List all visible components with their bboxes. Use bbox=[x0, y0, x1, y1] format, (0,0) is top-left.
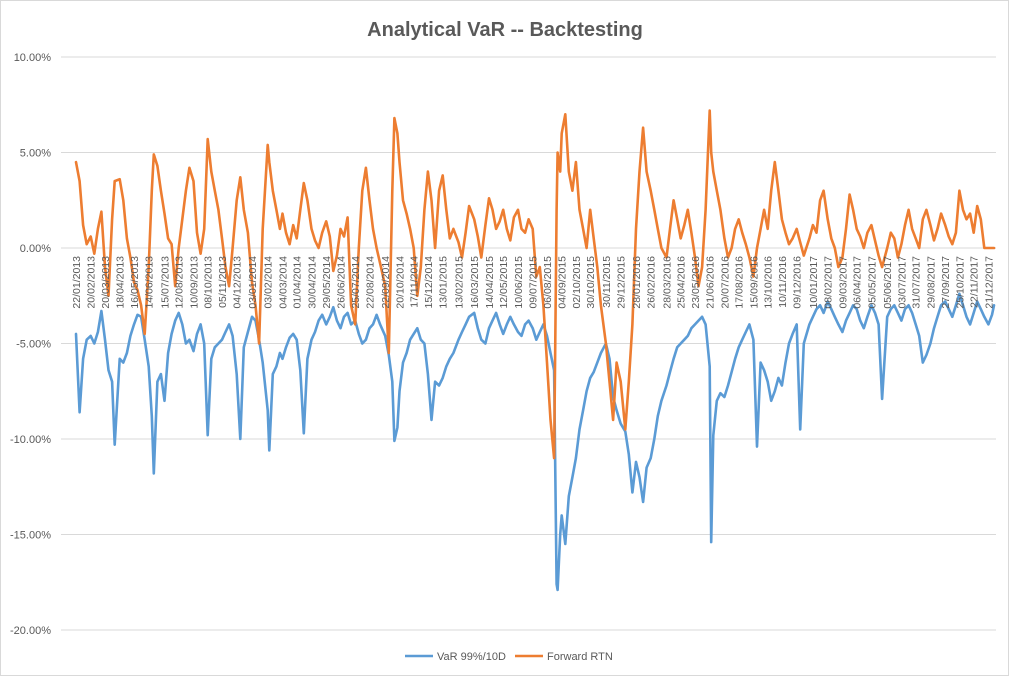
x-tick-label: 15/12/2014 bbox=[423, 256, 435, 309]
x-tick-label: 13/10/2016 bbox=[763, 256, 775, 309]
x-tick-label: 05/06/2017 bbox=[882, 256, 894, 309]
x-tick-label: 03/01/2014 bbox=[247, 256, 259, 309]
x-tick-label: 04/09/2015 bbox=[557, 256, 569, 309]
x-tick-label: 30/04/2014 bbox=[307, 256, 319, 309]
x-tick-label: 06/08/2015 bbox=[542, 256, 554, 309]
x-tick-label: 12/05/2015 bbox=[498, 256, 510, 309]
x-tick-label: 30/10/2015 bbox=[585, 256, 597, 309]
x-tick-label: 26/06/2014 bbox=[336, 256, 348, 309]
x-tick-label: 14/04/2015 bbox=[484, 256, 496, 309]
x-tick-label: 20/03/2013 bbox=[100, 256, 112, 309]
x-tick-label: 15/07/2013 bbox=[160, 256, 172, 309]
x-tick-label: 17/11/2014 bbox=[409, 256, 421, 308]
x-tick-label: 08/10/2013 bbox=[203, 256, 215, 309]
x-tick-label: 04/03/2014 bbox=[278, 256, 290, 309]
x-tick-label: 29/12/2015 bbox=[616, 256, 628, 309]
x-tick-label: 13/02/2015 bbox=[454, 256, 466, 309]
x-tick-label: 22/01/2013 bbox=[71, 256, 83, 309]
x-tick-label: 09/03/2017 bbox=[837, 256, 849, 309]
legend-var-label: VaR 99%/10D bbox=[437, 651, 506, 663]
x-tick-label: 28/01/2016 bbox=[631, 256, 643, 309]
x-tick-label: 29/05/2014 bbox=[321, 256, 333, 309]
x-tick-label: 16/03/2015 bbox=[469, 256, 481, 309]
x-tick-label: 23/05/2016 bbox=[690, 256, 702, 309]
x-tick-label: 22/09/2014 bbox=[380, 256, 392, 309]
x-tick-label: 09/07/2015 bbox=[528, 256, 540, 309]
chart-title: Analytical VaR -- Backtesting bbox=[367, 19, 643, 41]
x-tick-label: 29/08/2017 bbox=[925, 256, 937, 309]
x-tick-label: 27/09/2017 bbox=[940, 256, 952, 309]
x-tick-label: 31/07/2017 bbox=[911, 256, 923, 309]
x-tick-label: 16/05/2013 bbox=[129, 256, 141, 309]
y-tick-label: -15.00% bbox=[10, 530, 51, 542]
forward-return-series-line bbox=[74, 109, 996, 460]
x-tick-label: 14/06/2013 bbox=[144, 256, 156, 309]
y-tick-label: -5.00% bbox=[16, 339, 51, 351]
x-tick-label: 20/10/2014 bbox=[395, 256, 407, 309]
x-tick-label: 10/06/2015 bbox=[513, 256, 525, 309]
x-tick-label: 03/07/2017 bbox=[896, 256, 908, 309]
x-tick-label: 12/08/2013 bbox=[174, 256, 186, 309]
x-tick-label: 30/11/2015 bbox=[601, 256, 613, 308]
x-tick-label: 15/09/2016 bbox=[748, 256, 760, 309]
x-tick-label: 06/04/2017 bbox=[852, 256, 864, 309]
x-tick-label: 26/02/2016 bbox=[646, 256, 658, 309]
legend-forward-return-label: Forward RTN bbox=[547, 651, 613, 663]
y-tick-label: -10.00% bbox=[10, 434, 51, 446]
x-tick-label: 18/04/2013 bbox=[115, 256, 127, 309]
x-tick-label: 20/02/2013 bbox=[86, 256, 98, 309]
x-tick-label: 10/01/2017 bbox=[808, 256, 820, 309]
x-tick-label: 17/08/2016 bbox=[734, 256, 746, 309]
series-lines bbox=[74, 109, 996, 592]
x-tick-label: 20/07/2016 bbox=[719, 256, 731, 309]
x-tick-label: 13/01/2015 bbox=[438, 256, 450, 309]
y-tick-label: -20.00% bbox=[10, 625, 51, 637]
legend: VaR 99%/10D Forward RTN bbox=[405, 651, 613, 663]
x-tick-label: 22/08/2014 bbox=[365, 256, 377, 309]
x-tick-label: 25/07/2014 bbox=[350, 256, 362, 309]
x-tick-label: 28/03/2016 bbox=[662, 256, 674, 309]
gridlines bbox=[61, 56, 996, 631]
y-tick-label: 5.00% bbox=[20, 148, 51, 160]
x-tick-label: 02/10/2015 bbox=[571, 256, 583, 309]
x-tick-label: 01/04/2014 bbox=[292, 256, 304, 309]
x-tick-label: 05/11/2013 bbox=[217, 256, 229, 308]
x-tick-label: 03/02/2014 bbox=[263, 256, 275, 309]
x-tick-label: 08/02/2017 bbox=[823, 256, 835, 309]
x-tick-label: 22/11/2017 bbox=[969, 256, 981, 308]
x-tick-label: 21/06/2016 bbox=[705, 256, 717, 309]
y-tick-label: 10.00% bbox=[14, 52, 52, 64]
x-tick-label: 05/05/2017 bbox=[866, 256, 878, 309]
x-tick-label: 25/04/2016 bbox=[676, 256, 688, 309]
x-tick-label: 04/12/2013 bbox=[232, 256, 244, 309]
x-tick-label: 10/09/2013 bbox=[189, 256, 201, 309]
var-series-line bbox=[74, 292, 996, 592]
y-axis-tick-labels: 10.00% 5.00% 0.00% -5.00% -10.00% -15.00% -20.… bbox=[10, 52, 51, 637]
x-tick-label: 25/10/2017 bbox=[954, 256, 966, 309]
x-axis-tick-labels: 22/01/2013 20/02/2013 20/03/2013 18/04/2013… bbox=[71, 256, 995, 309]
x-tick-label: 10/11/2016 bbox=[777, 256, 789, 308]
x-tick-label: 21/12/2017 bbox=[983, 256, 995, 309]
x-tick-label: 09/12/2016 bbox=[792, 256, 804, 309]
y-tick-label: 0.00% bbox=[20, 243, 51, 255]
